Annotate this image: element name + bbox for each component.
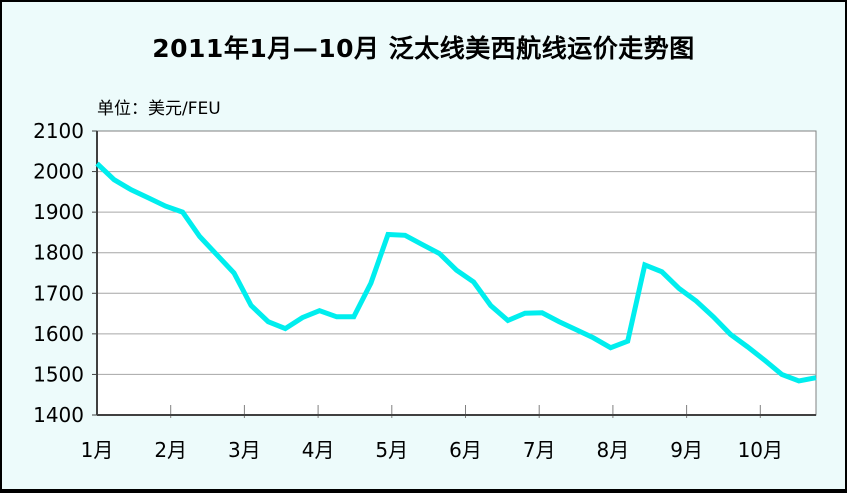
x-tick-label: 6月 xyxy=(449,438,482,462)
y-tick-label: 1700 xyxy=(33,281,84,305)
y-tick-label: 1600 xyxy=(33,322,84,346)
x-tick-label: 8月 xyxy=(597,438,630,462)
y-tick-label: 2100 xyxy=(33,119,84,143)
chart-title: 2011年1月—10月 泛太线美西航线运价走势图 xyxy=(152,34,695,63)
y-tick-label: 1500 xyxy=(33,362,84,386)
x-tick-label: 2月 xyxy=(154,438,187,462)
x-tick-label: 5月 xyxy=(375,438,408,462)
y-tick-label: 1800 xyxy=(33,241,84,265)
x-tick-label: 4月 xyxy=(302,438,335,462)
x-tick-label: 7月 xyxy=(523,438,556,462)
y-tick-label: 1900 xyxy=(33,200,84,224)
price-line xyxy=(95,161,817,384)
x-tick-label: 3月 xyxy=(228,438,261,462)
x-tick-label: 9月 xyxy=(670,438,703,462)
y-tick-label: 1400 xyxy=(33,403,84,427)
x-tick-label: 10月 xyxy=(738,438,783,462)
y-tick-label: 2000 xyxy=(33,160,84,184)
unit-label: 单位：美元/FEU xyxy=(97,99,221,119)
x-tick-label: 1月 xyxy=(81,438,114,462)
